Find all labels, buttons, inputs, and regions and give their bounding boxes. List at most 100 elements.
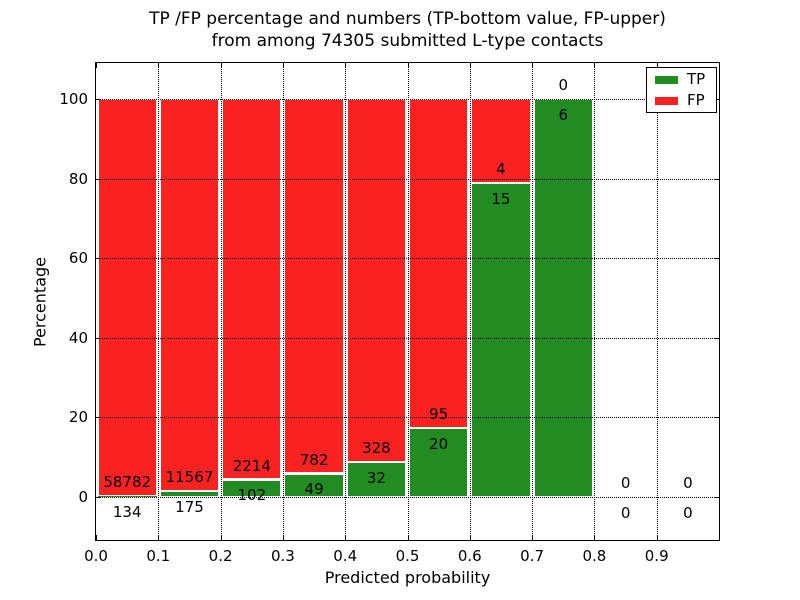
gridline-vertical [656, 63, 658, 540]
bar-fp-segment [159, 98, 220, 491]
x-axis-tick [345, 535, 347, 540]
bar-fp-segment [471, 98, 531, 183]
gridline-vertical [532, 63, 534, 540]
bar-fp-segment [222, 98, 282, 480]
bar-fp-segment [346, 98, 406, 462]
x-axis-tick-top [220, 63, 222, 68]
x-axis-tick-top [656, 63, 658, 68]
bar-tp-count-label: 0 [620, 503, 631, 522]
bar-fp-count-label: 328 [362, 438, 391, 457]
y-axis-tick-right [714, 258, 719, 260]
y-axis-tick [96, 98, 101, 100]
legend: TP FP [646, 67, 717, 113]
x-axis-tick-top [469, 63, 471, 68]
x-tick-label: 0.5 [395, 547, 420, 565]
legend-label: FP [687, 91, 705, 109]
y-axis-tick-right [714, 417, 719, 419]
y-tick-label: 60 [68, 249, 88, 268]
y-axis-tick-right [714, 497, 719, 498]
bar-fp-count-label: 95 [429, 404, 449, 423]
x-axis-tick [656, 535, 658, 540]
bar-tp-segment [346, 461, 406, 497]
bar-tp-segment [409, 427, 469, 497]
legend-item-tp: TP [655, 72, 707, 87]
x-axis-tick-top [407, 63, 409, 68]
y-axis-label: Percentage [30, 256, 50, 347]
chart-title: TP /FP percentage and numbers (TP-bottom… [96, 8, 719, 52]
bar-tp-count-label: 0 [683, 503, 693, 522]
x-axis-tick [532, 535, 534, 540]
legend-label: TP [687, 70, 706, 88]
y-tick-label: 0 [78, 488, 88, 506]
x-tick-label: 0.3 [270, 547, 295, 565]
x-axis-tick-top [282, 63, 284, 68]
x-tick-label: 0.6 [457, 547, 482, 565]
x-tick-label: 0.2 [208, 547, 233, 565]
gridline-vertical [469, 63, 471, 540]
bar-tp-count-label: 134 [112, 503, 142, 521]
bar-tp-segment [97, 496, 157, 498]
gridline-vertical [282, 63, 284, 540]
bar-fp-count-label: 0 [683, 474, 693, 493]
gridline-vertical [345, 63, 347, 540]
y-axis-tick [96, 337, 101, 339]
x-axis-tick [469, 535, 471, 540]
bar-fp-count-label: 2214 [232, 456, 271, 475]
bar-tp-segment [284, 473, 344, 497]
x-tick-label: 0.7 [520, 547, 545, 565]
x-axis-tick-top [96, 63, 97, 68]
chart-title-line1: TP /FP percentage and numbers (TP-bottom… [149, 9, 666, 29]
y-axis-tick-right [714, 337, 719, 339]
bar-fp-count-label: 782 [299, 450, 329, 469]
bar-tp-segment [471, 182, 531, 497]
bar-fp-count-label: 0 [620, 474, 631, 493]
bar-tp-count-label: 20 [429, 434, 449, 453]
bar-fp-segment [409, 98, 469, 428]
x-tick-label: 0.8 [582, 547, 607, 565]
chart-title-line2: from among 74305 submitted L-type contac… [211, 31, 604, 51]
bar-tp-segment [222, 479, 282, 497]
y-tick-label: 20 [68, 408, 88, 427]
x-axis-tick [719, 535, 720, 540]
y-axis-tick [96, 258, 101, 260]
x-axis-tick-top [594, 63, 596, 68]
bar-tp-segment [533, 98, 593, 497]
x-axis-label: Predicted probability [324, 568, 491, 587]
y-tick-label: 100 [59, 89, 88, 108]
y-tick-label: 40 [68, 328, 88, 347]
x-axis-tick [158, 535, 160, 540]
legend-item-fp: FP [655, 93, 707, 108]
bar-fp-count-label: 0 [558, 75, 569, 94]
gridline-vertical [220, 63, 222, 540]
y-tick-label: 80 [68, 169, 88, 188]
gridline-vertical [158, 63, 160, 540]
y-axis-tick [96, 417, 101, 419]
x-axis-tick [96, 535, 97, 540]
bar-tp-count-label: 32 [366, 468, 386, 487]
bar-fp-count-label: 4 [496, 159, 506, 178]
x-tick-label: 0.9 [644, 547, 669, 565]
x-axis-tick [407, 535, 409, 540]
legend-swatch-fp [655, 96, 678, 105]
y-axis-tick-right [714, 178, 719, 180]
bar-fp-count-label: 58782 [103, 473, 152, 492]
y-axis-tick [96, 178, 101, 180]
x-tick-label: 0.0 [84, 547, 108, 565]
x-axis-tick-top [719, 63, 720, 68]
bar-tp-count-label: 102 [237, 486, 267, 505]
bar-tp-count-label: 15 [491, 189, 511, 208]
bar-fp-segment [97, 98, 157, 497]
x-axis-tick-top [345, 63, 347, 68]
bar-tp-count-label: 6 [558, 105, 569, 124]
y-axis-tick [96, 497, 101, 498]
x-axis-tick-top [532, 63, 534, 68]
x-axis-tick [220, 535, 222, 540]
x-axis-tick [282, 535, 284, 540]
gridline-vertical [407, 63, 409, 540]
bar-tp-count-label: 49 [304, 480, 324, 499]
bar-tp-segment [159, 491, 220, 497]
bar-fp-count-label: 11567 [165, 468, 214, 487]
bar-tp-count-label: 175 [175, 498, 204, 516]
x-axis-tick-top [158, 63, 160, 68]
